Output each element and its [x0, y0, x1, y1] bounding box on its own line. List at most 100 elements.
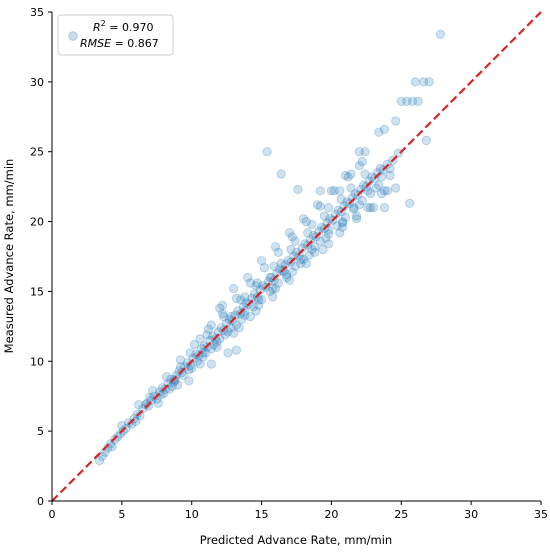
data-point	[248, 302, 258, 312]
data-point	[287, 232, 297, 242]
data-point	[323, 229, 334, 239]
y-tick-label: 10	[30, 355, 44, 368]
data-point	[360, 147, 370, 157]
data-point	[340, 212, 350, 222]
legend-r2-text: R2 = 0.970	[93, 19, 153, 34]
x-tick-label: 5	[118, 508, 125, 521]
data-point	[162, 372, 172, 382]
data-point	[357, 196, 367, 206]
data-point	[212, 342, 222, 352]
data-point	[335, 228, 345, 238]
data-point	[276, 169, 286, 179]
data-point	[268, 292, 278, 302]
data-point	[346, 169, 356, 179]
data-point	[215, 303, 225, 313]
data-point	[346, 183, 356, 193]
data-point	[202, 330, 212, 340]
y-tick-label: 15	[30, 285, 44, 298]
data-point	[405, 198, 415, 208]
axes-layer	[51, 12, 541, 502]
points-layer	[94, 29, 445, 466]
data-point	[435, 29, 445, 40]
data-point	[240, 292, 250, 302]
y-tick-label: 35	[30, 6, 44, 19]
data-point	[351, 211, 362, 221]
legend-rmse-text: RMSE = 0.867	[80, 37, 159, 50]
data-point	[304, 250, 314, 260]
data-point	[284, 228, 295, 238]
data-point	[326, 186, 336, 196]
y-tick-label: 20	[30, 216, 44, 229]
data-point	[335, 186, 345, 196]
data-point	[301, 258, 311, 269]
data-point	[365, 203, 376, 213]
data-point	[284, 275, 295, 285]
reference-line	[51, 11, 542, 502]
data-point	[223, 348, 233, 358]
data-point	[382, 186, 392, 196]
data-point	[217, 300, 228, 310]
data-point	[407, 96, 418, 107]
data-point	[217, 309, 228, 319]
data-point	[377, 189, 387, 199]
data-point	[296, 254, 306, 264]
legend: R2 = 0.970 RMSE = 0.867	[57, 14, 174, 56]
y-tick-label: 5	[37, 425, 44, 438]
data-point	[290, 261, 300, 271]
data-point	[282, 272, 292, 283]
data-point	[203, 324, 214, 334]
x-tick-label: 30	[464, 508, 478, 521]
data-point	[307, 219, 317, 229]
data-point	[349, 203, 359, 213]
data-point	[391, 183, 401, 193]
data-point	[229, 283, 239, 294]
x-tick-label: 0	[49, 508, 56, 521]
legend-rmse-value: = 0.867	[111, 37, 159, 50]
data-point	[319, 211, 329, 221]
legend-r2-value: = 0.970	[106, 21, 154, 34]
data-point	[206, 359, 216, 369]
x-tick-label: 15	[255, 508, 269, 521]
data-point	[219, 311, 229, 322]
data-point	[175, 355, 186, 365]
data-point	[298, 214, 309, 224]
data-point	[315, 201, 325, 211]
data-point	[234, 323, 244, 333]
data-point	[293, 184, 303, 194]
data-point	[270, 283, 281, 294]
data-point	[273, 247, 283, 257]
y-axis-label: Measured Advance Rate, mm/min	[2, 159, 16, 354]
data-point	[262, 147, 272, 157]
data-point	[402, 96, 412, 107]
data-point	[243, 272, 253, 283]
data-point	[184, 365, 194, 375]
data-point	[391, 116, 401, 126]
data-point	[363, 203, 373, 213]
data-point	[276, 258, 286, 269]
data-point	[321, 233, 331, 243]
data-point	[273, 278, 283, 288]
legend-rmse-label: RMSE	[80, 37, 111, 50]
data-point	[332, 221, 342, 231]
reference-line-layer	[51, 11, 542, 502]
data-point	[148, 385, 158, 396]
y-tick-label: 25	[30, 146, 44, 159]
data-point	[189, 339, 200, 350]
data-point	[195, 359, 205, 369]
x-tick-label: 20	[324, 508, 338, 521]
data-point	[254, 300, 264, 310]
data-point	[354, 147, 364, 157]
data-point	[286, 244, 296, 255]
data-point	[312, 200, 323, 210]
data-point	[270, 242, 281, 252]
data-point	[357, 156, 367, 167]
data-point	[206, 344, 216, 354]
data-point	[337, 218, 348, 228]
y-ticks: 0 5 10 15 20 25 30 35	[30, 6, 52, 508]
data-point	[310, 242, 320, 252]
data-point	[220, 330, 230, 340]
data-point	[256, 256, 267, 266]
data-point	[413, 96, 423, 107]
